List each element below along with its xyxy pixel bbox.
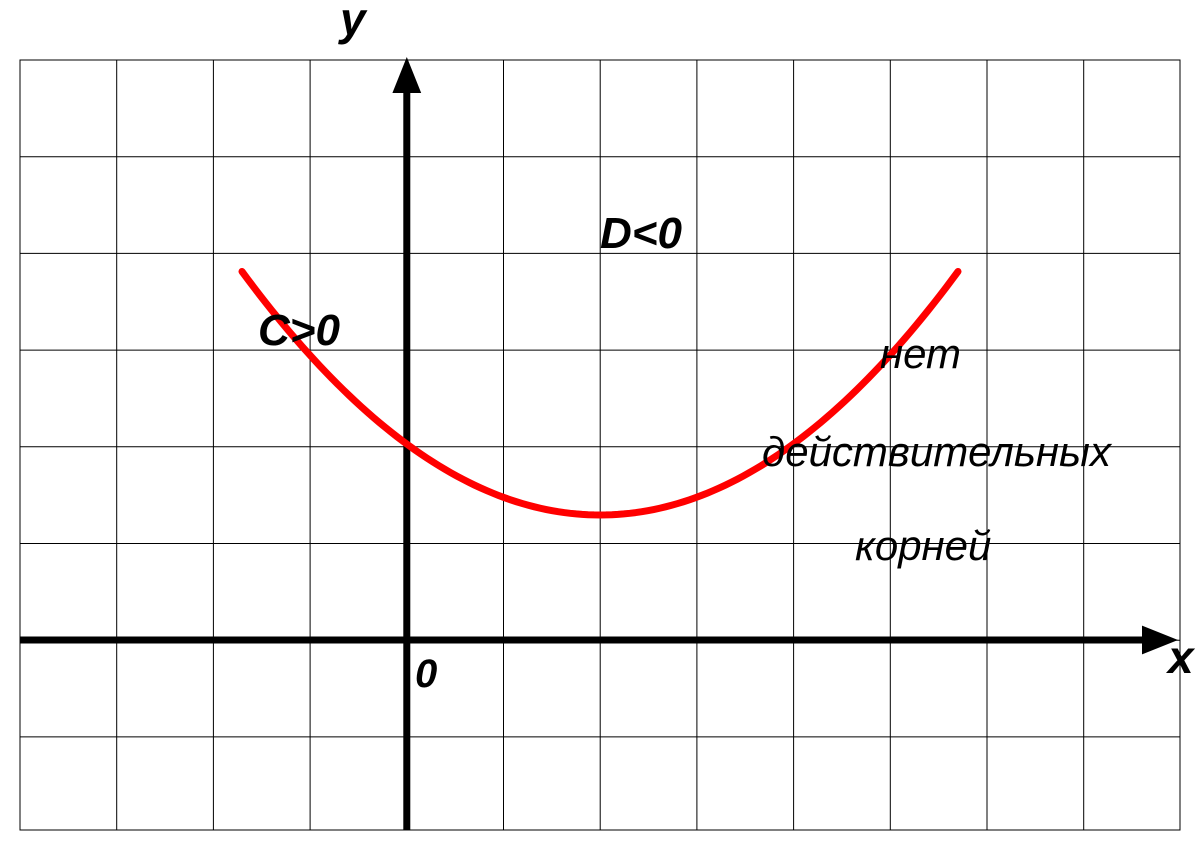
x-axis-label: x	[1168, 630, 1194, 684]
discriminant-label: D<0	[600, 209, 682, 259]
no-roots-line2: действительных	[762, 428, 1111, 476]
y-axis-label: y	[340, 0, 366, 46]
no-roots-line1: нет	[880, 330, 961, 378]
parabola-chart: y x 0 C>0 D<0 нет действительных корней	[0, 0, 1200, 838]
chart-svg	[0, 0, 1200, 838]
c-positive-label: C>0	[258, 306, 340, 356]
no-roots-line3: корней	[855, 522, 991, 570]
origin-label: 0	[415, 652, 437, 697]
